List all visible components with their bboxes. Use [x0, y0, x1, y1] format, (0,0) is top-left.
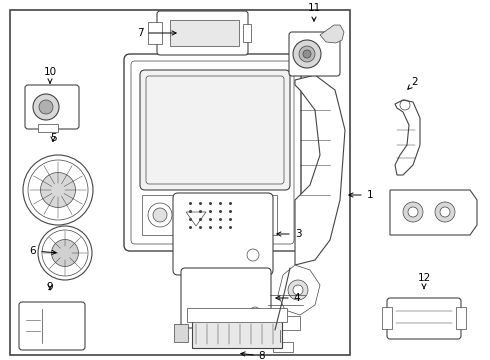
- Bar: [382, 307, 392, 329]
- Bar: [456, 307, 466, 329]
- Circle shape: [403, 202, 423, 222]
- Circle shape: [440, 207, 450, 217]
- Bar: [10, 10, 350, 355]
- Circle shape: [38, 226, 92, 280]
- Text: 2: 2: [408, 77, 418, 89]
- Bar: [187, 308, 287, 322]
- Polygon shape: [278, 265, 320, 315]
- Text: 3: 3: [277, 229, 301, 239]
- Bar: [192, 320, 282, 348]
- FancyBboxPatch shape: [387, 298, 461, 339]
- FancyBboxPatch shape: [181, 268, 271, 328]
- Bar: [38, 124, 58, 132]
- FancyBboxPatch shape: [140, 70, 290, 190]
- Circle shape: [293, 285, 303, 295]
- Text: 8: 8: [241, 351, 265, 360]
- Circle shape: [288, 280, 308, 300]
- FancyBboxPatch shape: [124, 54, 301, 251]
- Bar: [232, 200, 270, 228]
- Text: 4: 4: [276, 293, 300, 303]
- Polygon shape: [390, 190, 477, 235]
- Text: 11: 11: [307, 3, 320, 21]
- Circle shape: [51, 239, 78, 266]
- FancyBboxPatch shape: [289, 32, 340, 76]
- Circle shape: [28, 160, 88, 220]
- Bar: [142, 195, 277, 235]
- Text: 7: 7: [137, 28, 176, 38]
- Circle shape: [41, 172, 75, 207]
- Text: 5: 5: [49, 133, 56, 143]
- Bar: [170, 20, 239, 46]
- Circle shape: [23, 155, 93, 225]
- Text: 6: 6: [30, 246, 56, 256]
- Bar: [272, 316, 300, 330]
- Text: 1: 1: [349, 190, 373, 200]
- Circle shape: [39, 100, 53, 114]
- Circle shape: [33, 94, 59, 120]
- FancyBboxPatch shape: [25, 85, 79, 129]
- Polygon shape: [295, 75, 345, 265]
- Polygon shape: [320, 25, 344, 43]
- FancyBboxPatch shape: [19, 302, 85, 350]
- FancyBboxPatch shape: [157, 11, 248, 55]
- Circle shape: [153, 208, 167, 222]
- FancyBboxPatch shape: [146, 76, 284, 184]
- Circle shape: [408, 207, 418, 217]
- Bar: [148, 22, 162, 44]
- FancyBboxPatch shape: [173, 193, 273, 275]
- Circle shape: [42, 230, 88, 276]
- Circle shape: [293, 40, 321, 68]
- Text: 9: 9: [47, 282, 53, 292]
- Polygon shape: [395, 100, 420, 175]
- Circle shape: [303, 50, 311, 58]
- Bar: [243, 24, 251, 42]
- FancyBboxPatch shape: [131, 61, 294, 244]
- Circle shape: [435, 202, 455, 222]
- Circle shape: [148, 203, 172, 227]
- Bar: [273, 342, 293, 352]
- Circle shape: [299, 46, 315, 62]
- Text: 10: 10: [44, 67, 56, 83]
- Text: 12: 12: [417, 273, 431, 289]
- Bar: [174, 324, 188, 342]
